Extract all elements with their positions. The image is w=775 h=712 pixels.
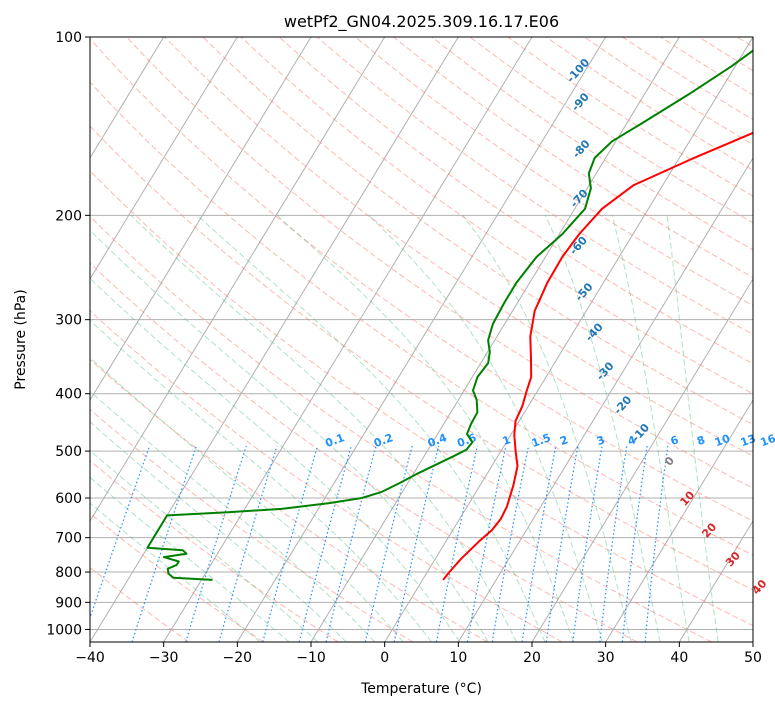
y-tick-label: 600 bbox=[55, 491, 82, 507]
y-tick-label: 900 bbox=[55, 595, 82, 611]
y-tick-label: 500 bbox=[55, 444, 82, 460]
x-tick-label: 20 bbox=[523, 650, 541, 666]
x-tick-label: −20 bbox=[223, 650, 253, 666]
x-tick-label: 40 bbox=[670, 650, 688, 666]
y-tick-label: 300 bbox=[55, 313, 82, 329]
chart-title: wetPf2_GN04.2025.309.16.17.E06 bbox=[284, 12, 559, 32]
x-tick-label: −30 bbox=[149, 650, 179, 666]
x-tick-label: 0 bbox=[380, 650, 389, 666]
x-tick-label: 50 bbox=[744, 650, 762, 666]
y-tick-label: 100 bbox=[55, 30, 82, 46]
x-axis-label: Temperature (°C) bbox=[360, 681, 482, 697]
y-tick-label: 200 bbox=[55, 208, 82, 224]
y-tick-label: 1000 bbox=[46, 622, 82, 638]
x-tick-label: 30 bbox=[597, 650, 615, 666]
x-tick-label: −40 bbox=[75, 650, 105, 666]
y-tick-label: 800 bbox=[55, 565, 82, 581]
y-tick-label: 400 bbox=[55, 387, 82, 403]
x-tick-label: 10 bbox=[449, 650, 467, 666]
y-tick-label: 700 bbox=[55, 531, 82, 547]
y-axis-label: Pressure (hPa) bbox=[13, 289, 29, 389]
x-tick-label: −10 bbox=[296, 650, 326, 666]
